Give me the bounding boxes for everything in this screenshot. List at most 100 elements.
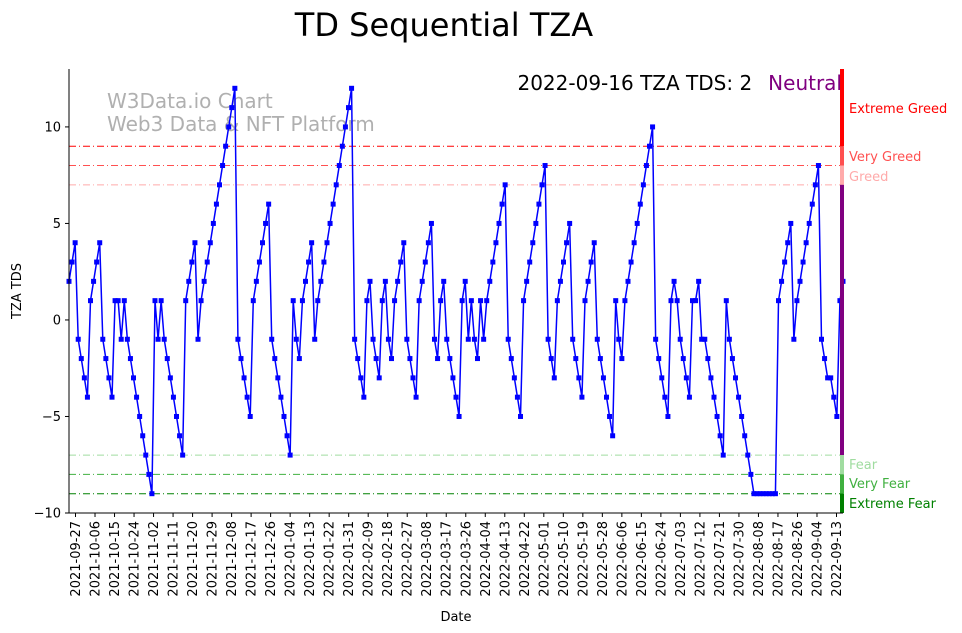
data-point bbox=[748, 471, 754, 477]
y-axis-label: TZA TDS bbox=[10, 263, 25, 320]
sentiment-bar-segment-3 bbox=[840, 184, 844, 456]
zone-labels: Extreme Greed Very Greed Greed Fear Very Fea… bbox=[849, 102, 947, 512]
data-point bbox=[533, 220, 539, 226]
x-tick-label-25: 2022-05-10 bbox=[557, 521, 572, 597]
zone-label-2: Greed bbox=[849, 170, 888, 185]
data-point bbox=[662, 394, 668, 400]
zone-label-3: Fear bbox=[849, 458, 878, 473]
x-tick-label-7: 2021-11-29 bbox=[206, 521, 221, 597]
x-tick-label-36: 2022-08-17 bbox=[771, 521, 786, 597]
data-point bbox=[478, 298, 484, 304]
data-point bbox=[539, 182, 545, 188]
x-tick-label-8: 2021-12-08 bbox=[225, 521, 240, 597]
data-point bbox=[496, 220, 502, 226]
data-point bbox=[819, 336, 824, 342]
x-tick-label-15: 2022-02-09 bbox=[362, 521, 377, 597]
data-point bbox=[785, 240, 791, 246]
data-point bbox=[342, 124, 348, 130]
data-point bbox=[588, 259, 594, 265]
data-point bbox=[78, 356, 84, 362]
data-point bbox=[395, 278, 401, 284]
data-point bbox=[825, 375, 831, 381]
y-ticks: −10 −5 0 5 10 bbox=[34, 120, 69, 522]
data-point bbox=[155, 336, 161, 342]
data-point bbox=[542, 163, 548, 169]
data-point bbox=[607, 413, 613, 419]
data-point bbox=[247, 413, 253, 419]
data-point bbox=[536, 201, 542, 207]
x-tick-label-6: 2021-11-20 bbox=[186, 521, 201, 597]
data-point bbox=[450, 375, 456, 381]
data-point bbox=[229, 105, 235, 111]
data-point bbox=[831, 394, 837, 400]
data-point bbox=[772, 491, 778, 497]
status-readout: 2022-09-16 TZA TDS: 2 Neutral bbox=[517, 71, 842, 95]
data-point bbox=[686, 394, 692, 400]
zone-label-4: Very Fear bbox=[849, 477, 911, 492]
data-point bbox=[287, 452, 293, 458]
data-point bbox=[828, 375, 834, 381]
data-point bbox=[401, 240, 407, 246]
data-point bbox=[174, 413, 179, 419]
data-point bbox=[75, 336, 81, 342]
data-point bbox=[336, 163, 342, 169]
x-tick-label-1: 2021-10-06 bbox=[89, 521, 104, 597]
data-point bbox=[579, 394, 585, 400]
data-point bbox=[192, 240, 198, 246]
data-point bbox=[382, 278, 388, 284]
data-point bbox=[625, 278, 631, 284]
data-point bbox=[511, 375, 517, 381]
data-point bbox=[714, 413, 720, 419]
data-point bbox=[204, 259, 210, 265]
x-tick-label-11: 2022-01-04 bbox=[284, 521, 299, 597]
watermark: W3Data.io Chart Web3 Data & NFT Platform bbox=[107, 89, 375, 136]
data-point bbox=[481, 336, 487, 342]
data-point bbox=[806, 220, 812, 226]
data-point bbox=[499, 201, 505, 207]
x-tick-label-28: 2022-06-06 bbox=[615, 521, 630, 597]
data-point bbox=[462, 278, 468, 284]
data-point bbox=[275, 375, 281, 381]
sentiment-bar-segment-6 bbox=[840, 493, 844, 513]
data-point bbox=[72, 240, 78, 246]
data-point bbox=[318, 278, 324, 284]
data-point bbox=[766, 491, 772, 497]
data-point bbox=[754, 491, 760, 497]
data-point bbox=[791, 336, 797, 342]
data-point bbox=[683, 375, 689, 381]
y-tick-label-1: −5 bbox=[42, 410, 61, 425]
data-point bbox=[594, 336, 600, 342]
data-point bbox=[530, 240, 536, 246]
x-tick-label-14: 2022-01-31 bbox=[342, 521, 357, 597]
zone-label-0: Extreme Greed bbox=[849, 102, 947, 117]
data-point bbox=[404, 336, 410, 342]
data-point bbox=[435, 356, 441, 362]
data-point bbox=[115, 298, 121, 304]
data-point bbox=[349, 85, 355, 91]
x-tick-label-4: 2021-11-02 bbox=[147, 521, 162, 597]
data-point bbox=[668, 298, 674, 304]
data-point bbox=[521, 298, 527, 304]
data-point bbox=[312, 336, 318, 342]
data-point bbox=[763, 491, 769, 497]
data-point bbox=[177, 433, 183, 439]
x-tick-label-19: 2022-03-17 bbox=[440, 521, 455, 597]
data-point bbox=[570, 336, 576, 342]
data-point bbox=[705, 356, 711, 362]
data-point bbox=[723, 298, 729, 304]
data-point bbox=[161, 336, 167, 342]
data-point bbox=[189, 259, 195, 265]
data-point bbox=[346, 105, 351, 111]
data-point bbox=[269, 336, 275, 342]
data-point bbox=[146, 471, 152, 477]
data-point bbox=[112, 298, 118, 304]
data-point bbox=[303, 278, 308, 284]
data-point bbox=[91, 278, 97, 284]
data-point bbox=[290, 298, 296, 304]
data-point bbox=[167, 375, 173, 381]
x-ticks: 2021-09-27 2021-10-06 2021-10-15 2021-10-24… bbox=[69, 513, 845, 597]
x-tick-label-21: 2022-04-04 bbox=[479, 521, 494, 597]
data-point bbox=[551, 375, 557, 381]
data-point bbox=[413, 394, 419, 400]
watermark-line-2: Web3 Data & NFT Platform bbox=[107, 112, 375, 136]
